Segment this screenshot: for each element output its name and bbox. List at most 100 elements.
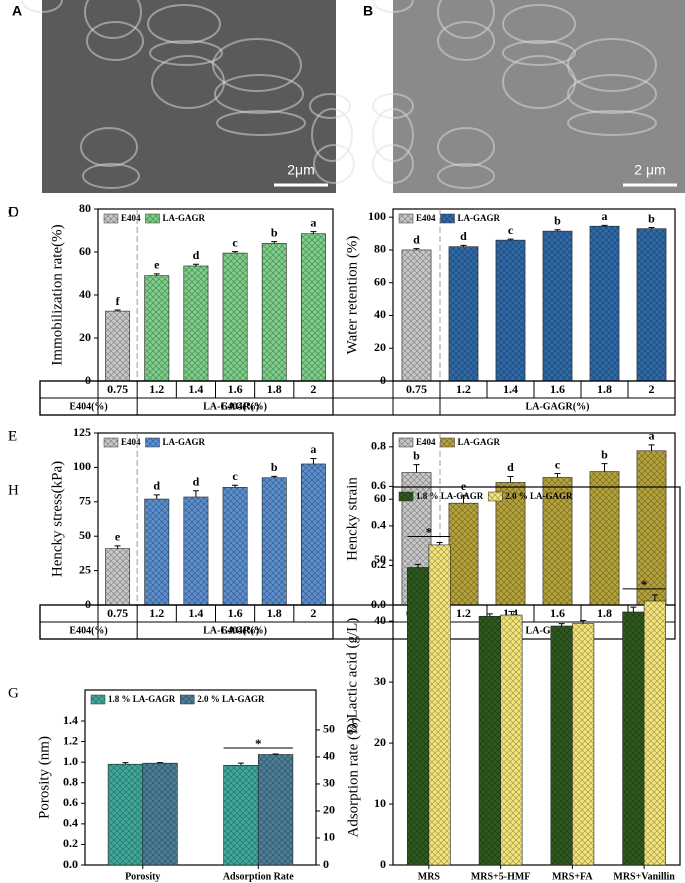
bar <box>300 463 326 606</box>
legend-label: 1.8 % LA-GAGR <box>108 694 176 704</box>
panel-label: F <box>8 428 16 444</box>
y-tick-label: 1.2 <box>63 733 78 747</box>
texture <box>372 144 414 184</box>
x-tick-label: 1.6 <box>228 606 243 620</box>
error-bar <box>192 263 199 266</box>
bar <box>261 243 287 382</box>
legend-label: 2.0 % LA-GAGR <box>197 694 265 704</box>
x-tick-label: 0.75 <box>406 382 427 396</box>
x-tick-label: MRS <box>418 871 441 882</box>
bar <box>428 544 451 866</box>
y-axis-label: Porosity (nm) <box>36 736 52 819</box>
y-tick-label: 40 <box>374 613 386 627</box>
y-tick-label: 40 <box>79 287 91 301</box>
legend-swatch <box>398 437 414 448</box>
bar <box>448 502 479 606</box>
error-bar <box>508 610 515 616</box>
texture <box>216 110 306 136</box>
error-bar <box>507 238 514 241</box>
x-tick-label: 1.2 <box>149 606 164 620</box>
y-axis-label: Hencky strain <box>344 477 360 561</box>
legend-label: E404 <box>416 437 436 447</box>
significance-letter: d <box>413 232 420 246</box>
y2-axis-label: Adsorption rate (%) <box>345 718 361 838</box>
y2-tick-label: 50 <box>323 722 335 736</box>
error-bar <box>157 762 164 764</box>
error-bar <box>271 475 278 478</box>
panel-label: E <box>8 428 17 444</box>
panel-label: B <box>363 3 373 19</box>
significance-letter: d <box>507 460 514 474</box>
y-tick-label: 30 <box>374 674 386 688</box>
legend-swatch <box>398 213 414 224</box>
y-tick-label: 50 <box>79 528 91 542</box>
texture <box>147 4 221 44</box>
error-bar <box>580 620 587 624</box>
significance-letter: a <box>602 209 608 223</box>
error-bar <box>415 563 422 568</box>
annotation: * <box>255 736 262 751</box>
x-tick-label: Porosity <box>125 871 160 882</box>
error-bar <box>122 762 129 765</box>
texture <box>567 110 657 136</box>
texture <box>437 0 495 39</box>
significance-letter: c <box>232 469 238 483</box>
texture <box>502 4 576 44</box>
x-tick-label: 1.6 <box>228 382 243 396</box>
texture <box>84 0 142 39</box>
texture <box>437 21 495 61</box>
error-bar <box>436 541 443 545</box>
bar <box>636 228 667 382</box>
texture <box>437 127 495 167</box>
bar <box>589 471 620 606</box>
texture <box>311 108 353 162</box>
bar <box>643 600 666 866</box>
x-tick-label: MRS+Vanillin <box>613 871 675 882</box>
y-tick-label: 100 <box>73 459 91 473</box>
y-tick-label: 0.2 <box>63 836 78 850</box>
significance-letter: d <box>193 248 200 262</box>
y-tick-label: 0 <box>85 597 91 611</box>
x-tick-label: 1.8 <box>267 382 282 396</box>
y-tick-label: 0.0 <box>63 857 78 871</box>
x-tick-label: 1.8 <box>267 606 282 620</box>
x-tick-label: 2 <box>310 606 316 620</box>
error-bar <box>651 594 658 602</box>
bar <box>542 230 573 382</box>
significance-letter: d <box>193 475 200 489</box>
y-tick-label: 100 <box>368 209 386 223</box>
plot-frame <box>392 486 681 866</box>
texture <box>567 74 657 114</box>
texture <box>212 38 302 92</box>
texture <box>372 93 414 119</box>
y-tick-label: 60 <box>374 491 386 505</box>
y-tick-label: 0.4 <box>63 816 78 830</box>
error-bar <box>601 463 608 472</box>
y-tick-label: 20 <box>79 330 91 344</box>
significance-letter: b <box>413 448 420 462</box>
bar <box>572 623 595 866</box>
error-bar <box>271 241 278 244</box>
panel-label: H <box>8 482 19 498</box>
legend-swatch <box>103 213 119 224</box>
bar <box>142 762 178 866</box>
panel-label: G <box>8 685 19 701</box>
bar <box>401 249 432 382</box>
x-tick-label: 1.4 <box>188 606 203 620</box>
texture <box>214 74 304 114</box>
legend-swatch <box>440 213 455 224</box>
y-tick-label: 0 <box>85 373 91 387</box>
bar <box>448 246 479 382</box>
x-tick-label: 1.2 <box>456 606 471 620</box>
texture <box>313 144 355 184</box>
y-tick-label: 60 <box>79 244 91 258</box>
x-tick-label: 2 <box>310 382 316 396</box>
error-bar <box>310 457 317 464</box>
bar <box>550 625 573 866</box>
legend-swatch <box>103 437 119 448</box>
error-bar <box>114 545 121 549</box>
x-tick-label: 2 <box>649 382 655 396</box>
legend-swatch <box>440 437 455 448</box>
x-tick-label: 1.2 <box>456 382 471 396</box>
y-tick-label: 60 <box>374 274 386 288</box>
